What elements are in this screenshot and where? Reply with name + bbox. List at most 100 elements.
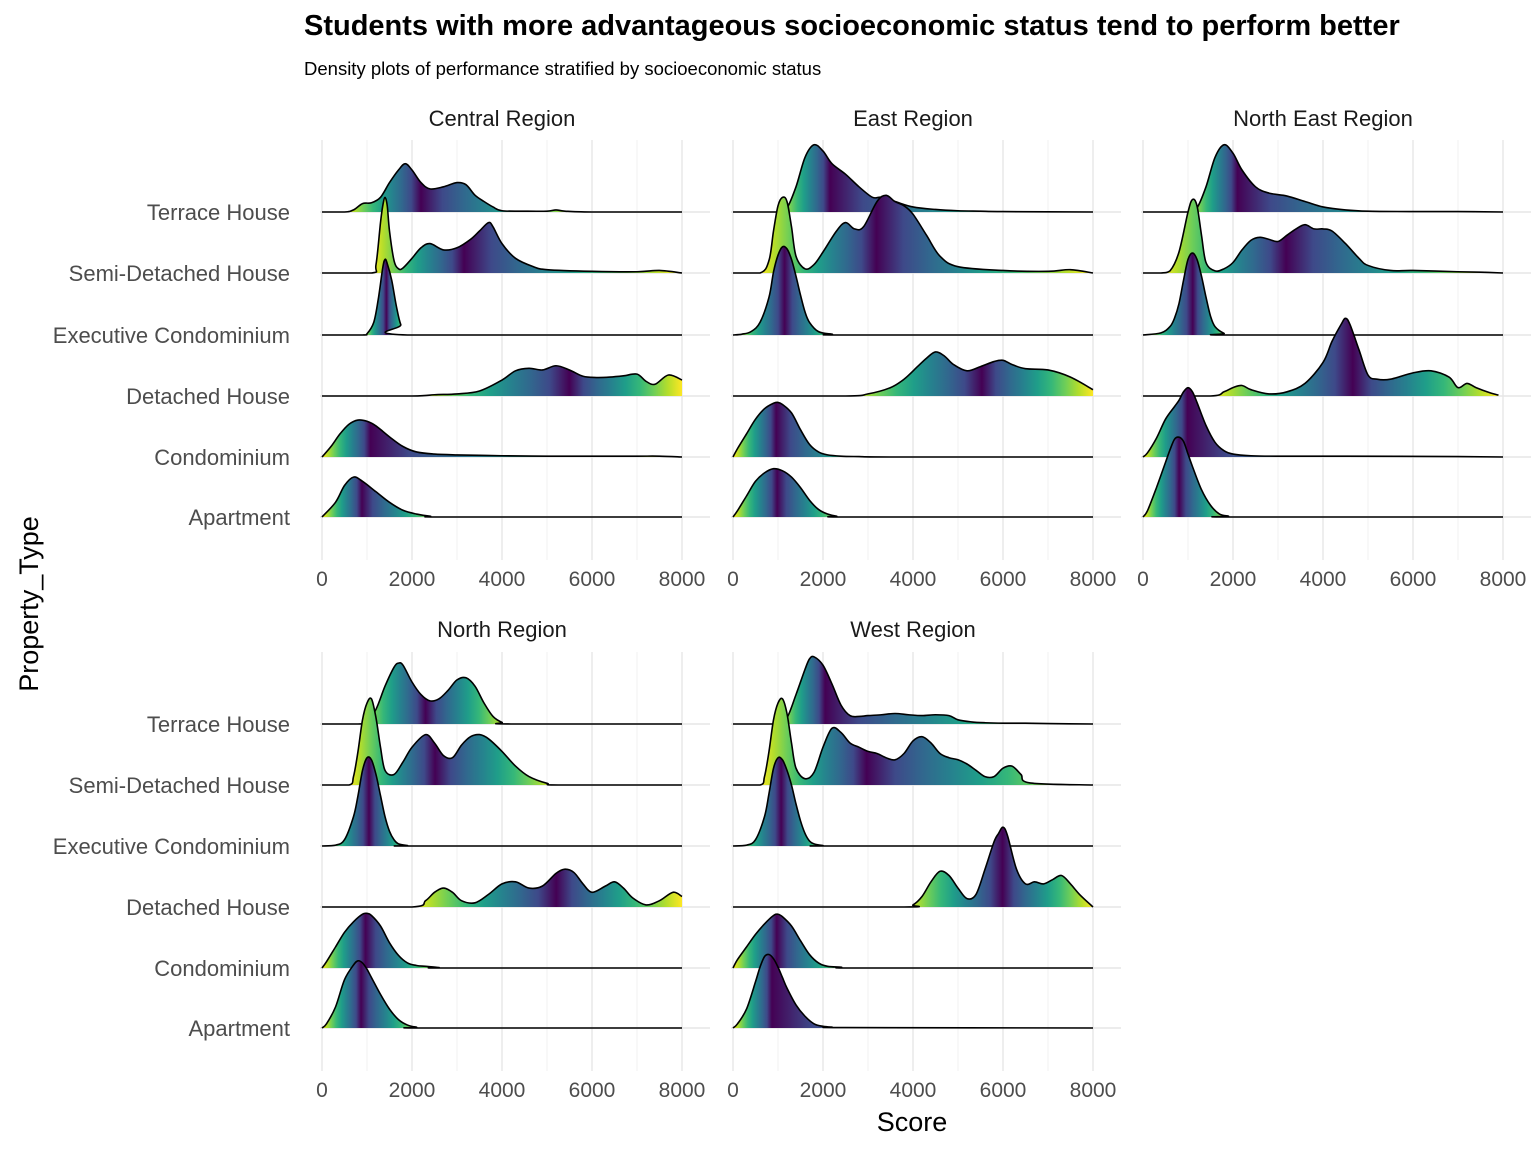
- x-tick-label: 2000: [800, 568, 847, 591]
- density-ridge-line: [321, 661, 682, 725]
- y-category-label: Detached House: [126, 895, 290, 920]
- facet-strip-label: Central Region: [429, 106, 576, 131]
- facet-panel: North Region 0 2000 4000 6000 8000 Apartment Co…: [53, 617, 710, 1102]
- x-tick-label: 8000: [659, 1079, 706, 1102]
- density-ridge-line: [321, 364, 683, 397]
- x-tick-label: 4000: [479, 568, 526, 591]
- facet-strip-label: North Region: [437, 617, 567, 642]
- y-category-label: Detached House: [126, 384, 290, 409]
- density-ridge-fill: [733, 827, 1093, 907]
- chart-title: Students with more advantageous socioeco…: [304, 10, 1400, 42]
- facet-panel: East Region 0 2000 4000 6000 8000: [727, 106, 1121, 591]
- density-ridge-line: [321, 419, 683, 458]
- density-ridge-line: [732, 953, 1094, 1029]
- x-tick-label: 4000: [1300, 568, 1347, 591]
- x-tick-label: 4000: [890, 1079, 937, 1102]
- facet-panel: Central Region 0 2000 4000 6000 8000 Apartment…: [53, 106, 710, 591]
- x-tick-label: 0: [1137, 568, 1149, 591]
- x-tick-label: 6000: [980, 568, 1027, 591]
- density-ridge-fill: [733, 656, 1093, 724]
- density-ridge-fill: [322, 698, 682, 785]
- density-ridge-line: [732, 697, 1094, 786]
- density-ridge-line: [732, 756, 1093, 847]
- density-ridge-line: [732, 655, 1094, 725]
- density-ridge-line: [1142, 252, 1503, 336]
- density-ridge-line: [732, 913, 1093, 969]
- density-ridge-line: [321, 912, 682, 969]
- x-tick-label: 8000: [1480, 568, 1527, 591]
- y-category-label: Semi-Detached House: [69, 261, 290, 286]
- x-tick-label: 8000: [659, 568, 706, 591]
- density-ridge-line: [321, 697, 682, 786]
- density-ridge-line: [322, 196, 683, 274]
- x-tick-label: 6000: [569, 568, 616, 591]
- x-tick-label: 4000: [479, 1079, 526, 1102]
- density-ridge-fill: [1143, 437, 1503, 517]
- chart-subtitle: Density plots of performance stratified …: [304, 58, 822, 79]
- y-category-label: Apartment: [189, 1016, 291, 1041]
- density-ridge-fill: [733, 468, 1093, 517]
- y-category-label: Apartment: [189, 505, 291, 530]
- density-ridge-line: [732, 467, 1093, 518]
- density-ridge-line: [733, 194, 1094, 274]
- density-ridge-fill: [733, 351, 1093, 396]
- x-tick-label: 8000: [1070, 568, 1117, 591]
- density-ridge-fill: [733, 246, 1093, 335]
- density-ridge-fill: [1143, 253, 1503, 335]
- y-axis-title: Property_Type: [14, 516, 44, 692]
- density-ridge-line: [321, 868, 683, 908]
- y-category-label: Condominium: [154, 445, 290, 470]
- density-ridge-line: [732, 245, 1093, 336]
- density-ridge-line: [732, 826, 1094, 908]
- density-ridge-fill: [322, 960, 682, 1028]
- density-ridge-fill: [1143, 199, 1503, 273]
- density-ridge-fill: [733, 144, 1093, 212]
- facet-strip-label: West Region: [850, 617, 976, 642]
- density-ridge-line: [1143, 198, 1504, 274]
- facet-panel: North East Region 0 2000 4000 6000 8000: [1137, 106, 1531, 591]
- density-ridge-line: [321, 756, 682, 847]
- density-ridge-fill: [322, 476, 682, 517]
- y-category-label: Condominium: [154, 956, 290, 981]
- density-ridge-fill: [322, 163, 682, 212]
- density-ridge-line: [321, 476, 682, 518]
- density-ridge-line: [732, 351, 1094, 397]
- density-ridge-fill: [733, 757, 1093, 846]
- x-tick-label: 8000: [1070, 1079, 1117, 1102]
- density-ridge-line: [1142, 436, 1503, 518]
- facet-strip-label: North East Region: [1233, 106, 1413, 131]
- y-category-label: Terrace House: [147, 200, 290, 225]
- density-ridge-fill: [322, 197, 682, 273]
- x-tick-label: 2000: [389, 568, 436, 591]
- density-ridge-fill: [733, 954, 1093, 1028]
- density-ridge-fill: [322, 756, 682, 846]
- x-tick-label: 0: [727, 1079, 739, 1102]
- density-ridge-fill: [733, 195, 1093, 273]
- density-ridge-line: [322, 162, 682, 213]
- x-tick-label: 4000: [890, 568, 937, 591]
- density-ridge-line: [322, 258, 682, 336]
- x-tick-label: 2000: [1210, 568, 1257, 591]
- density-ridge-line: [321, 959, 682, 1029]
- density-ridge-line: [1142, 386, 1504, 458]
- x-tick-label: 0: [316, 568, 328, 591]
- density-ridge-line: [1143, 143, 1504, 213]
- x-tick-label: 6000: [980, 1079, 1027, 1102]
- facet-strip-label: East Region: [853, 106, 973, 131]
- density-ridge-fill: [733, 402, 1093, 457]
- x-tick-label: 6000: [1390, 568, 1437, 591]
- y-category-label: Semi-Detached House: [69, 773, 290, 798]
- density-ridge-fill: [1143, 144, 1503, 212]
- density-ridge-line: [732, 401, 1093, 458]
- x-tick-label: 0: [316, 1079, 328, 1102]
- x-tick-label: 6000: [569, 1079, 616, 1102]
- y-category-label: Terrace House: [147, 712, 290, 737]
- x-axis-title: Score: [877, 1107, 948, 1137]
- facet-panel: West Region 0 2000 4000 6000 8000: [727, 617, 1121, 1102]
- x-tick-label: 0: [727, 568, 739, 591]
- y-category-label: Executive Condominium: [53, 323, 290, 348]
- y-category-label: Executive Condominium: [53, 834, 290, 859]
- x-tick-label: 2000: [800, 1079, 847, 1102]
- density-ridge-fill: [1143, 318, 1499, 396]
